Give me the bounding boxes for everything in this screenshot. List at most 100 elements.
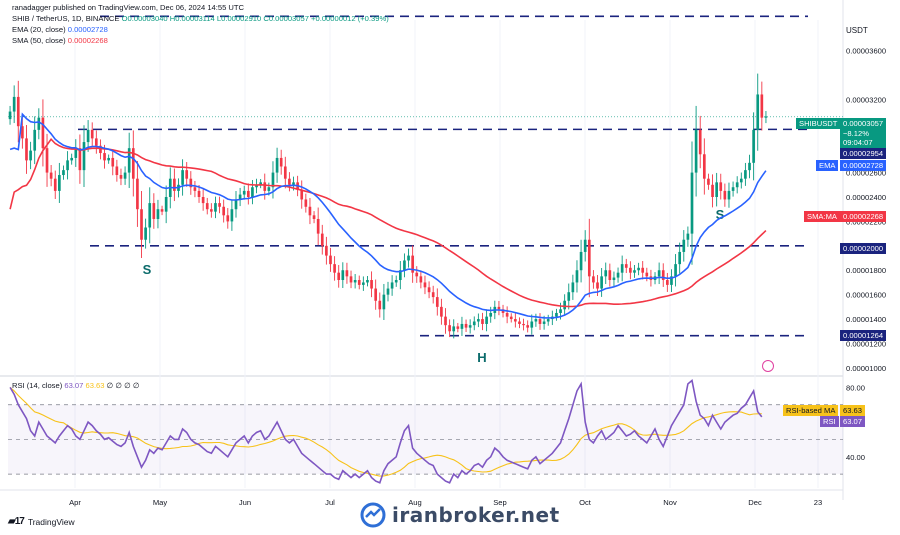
level-top-badge: 0.00002954 <box>840 148 887 159</box>
candle-body <box>288 178 291 185</box>
candle-body <box>378 300 382 310</box>
candle-body <box>366 280 369 283</box>
rsi-legend[interactable]: RSI (14, close) 63.07 63.63 ∅ ∅ ∅ ∅ <box>12 381 139 390</box>
candle-body <box>526 325 530 328</box>
candle-body <box>571 282 575 293</box>
time-tick-label: Jun <box>239 498 251 507</box>
symbol-line: SHIB / TetherUS, 1D, BINANCE O0.00003040… <box>12 14 389 23</box>
candle-body <box>148 203 152 228</box>
price-tick-label: 0.00003600 <box>846 47 886 56</box>
ohlc-values: O0.00003040 H0.00003114 L0.00002910 C0.0… <box>121 14 389 23</box>
candle-body <box>435 297 439 307</box>
candle-body <box>592 276 595 283</box>
candle-body <box>25 138 28 161</box>
candle-body <box>464 323 468 328</box>
time-tick-label: 23 <box>814 498 822 507</box>
ema-legend-label: EMA (20, close) <box>12 25 66 34</box>
candle-body <box>407 255 410 261</box>
candle-body <box>608 270 612 281</box>
candle-body <box>707 178 710 185</box>
candle-body <box>21 126 24 139</box>
candle-body <box>468 325 472 328</box>
tradingview-logo[interactable]: ▰17 TradingView <box>8 516 75 527</box>
candle-body <box>123 172 127 179</box>
candle-body <box>242 190 246 195</box>
candle-body <box>156 209 160 219</box>
candle-body <box>522 323 525 326</box>
level-low-badge: 0.00001264 <box>840 330 887 341</box>
candle-body <box>111 157 115 167</box>
alert-icon[interactable] <box>762 360 774 372</box>
candle-body <box>624 264 628 268</box>
candle-body <box>164 197 168 212</box>
right-shoulder-label: S <box>716 207 725 222</box>
candle-body <box>735 182 739 188</box>
candle-body <box>374 288 378 301</box>
candle-body <box>49 172 53 179</box>
symbol-badge: SHIBUSDT <box>796 118 841 129</box>
rsi-line <box>9 379 763 484</box>
candle-body <box>431 292 435 298</box>
candle-body <box>415 272 419 277</box>
candle-body <box>37 117 41 130</box>
candle-body <box>756 94 760 130</box>
rsi-ma-line <box>9 386 762 477</box>
candle-body <box>74 148 78 158</box>
candle-body <box>218 203 221 207</box>
sma-line <box>9 137 767 308</box>
candle-body <box>727 190 731 200</box>
candle-body <box>546 319 550 322</box>
tv-brand-text: TradingView <box>27 516 75 527</box>
candle-body <box>333 264 336 273</box>
sma-price-badge: 0.00002268 <box>840 211 887 222</box>
candle-body <box>226 215 230 222</box>
rsi-legend-label: RSI (14, close) <box>12 381 63 390</box>
price-axis: 0.00003600 0.00003200 0.00002600 0.00002400… <box>846 47 886 373</box>
candle-body <box>690 172 694 234</box>
candle-body <box>193 187 197 191</box>
candle-body <box>748 162 751 171</box>
candle-body <box>283 166 287 179</box>
candle-body <box>702 154 706 179</box>
sma-legend[interactable]: SMA (50, close) 0.00002268 <box>12 36 108 45</box>
candle-body <box>666 280 669 285</box>
candle-body <box>12 96 16 112</box>
candle-body <box>53 178 57 191</box>
candle-body <box>534 319 538 322</box>
candle-body <box>160 209 164 212</box>
ema-legend[interactable]: EMA (20, close) 0.00002728 <box>12 25 108 34</box>
candle-body <box>263 182 267 191</box>
rsi-legend-extra: ∅ ∅ ∅ ∅ <box>106 381 140 390</box>
candle-body <box>205 203 209 210</box>
candle-body <box>440 306 443 317</box>
candle-body <box>670 276 673 285</box>
candle-body <box>579 251 583 271</box>
currency-label[interactable]: USDT <box>846 26 868 35</box>
candle-body <box>682 239 686 252</box>
rsi-tick-label: 40.00 <box>846 453 865 462</box>
price-tick-label: 0.00001800 <box>846 266 886 275</box>
candle-body <box>234 199 238 210</box>
candle-body <box>563 300 566 310</box>
candle-body <box>390 282 394 289</box>
rsi-tag: RSI <box>820 416 839 427</box>
iranbroker-logo-icon <box>360 502 386 528</box>
candle-body <box>489 312 493 317</box>
candlesticks <box>8 73 768 339</box>
price-tick-label: 0.00001200 <box>846 339 886 348</box>
candle-body <box>542 321 546 324</box>
symbol-label: SHIB / TetherUS, 1D, BINANCE <box>12 14 120 23</box>
candle-body <box>739 178 743 183</box>
candle-body <box>633 270 636 273</box>
candle-body <box>201 197 205 204</box>
candle-body <box>645 272 649 277</box>
candle-body <box>698 129 702 155</box>
candle-body <box>403 260 406 271</box>
candle-body <box>583 239 587 252</box>
candle-body <box>485 316 488 324</box>
candle-body <box>325 245 328 256</box>
level-mid-badge: 0.00002000 <box>840 243 887 254</box>
tv-logo-icon: ▰17 <box>8 516 25 527</box>
candle-body <box>481 319 484 324</box>
